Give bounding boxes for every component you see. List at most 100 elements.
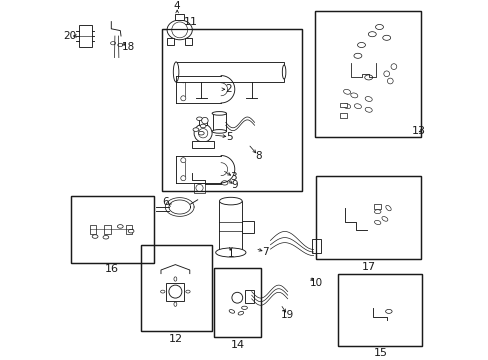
Text: 18: 18 [122,42,135,52]
Circle shape [201,117,208,124]
Ellipse shape [92,235,98,238]
Ellipse shape [196,117,202,121]
Ellipse shape [282,65,285,79]
Text: 10: 10 [309,278,323,288]
Text: 7: 7 [262,247,268,257]
Ellipse shape [367,32,375,37]
Circle shape [194,124,212,142]
Ellipse shape [167,20,192,40]
Ellipse shape [174,302,177,306]
Bar [199,119,206,125]
Ellipse shape [343,89,350,94]
Bar [337,274,421,346]
Ellipse shape [215,248,245,257]
Ellipse shape [374,210,380,213]
Ellipse shape [375,24,383,30]
Bar [337,274,421,346]
Circle shape [390,64,396,69]
Text: 1: 1 [227,249,234,259]
Text: 12: 12 [169,334,183,344]
Ellipse shape [212,112,226,115]
Bar [311,239,320,253]
Bar [219,201,242,252]
Text: 20: 20 [63,31,76,41]
Ellipse shape [238,311,243,315]
Bar [167,38,174,45]
Bar [71,196,153,263]
Ellipse shape [381,216,387,221]
Bar [71,196,153,263]
Ellipse shape [382,35,390,40]
Ellipse shape [128,229,134,233]
Ellipse shape [343,104,350,109]
Bar [176,62,284,82]
Text: 14: 14 [230,339,244,350]
Ellipse shape [185,290,190,293]
Bar [89,225,96,234]
Text: 16: 16 [105,264,119,274]
Text: 6: 6 [162,197,168,207]
Ellipse shape [212,130,226,133]
Ellipse shape [364,75,372,80]
Text: 2: 2 [224,84,231,94]
Bar [141,245,212,331]
Bar [141,245,212,331]
Ellipse shape [385,309,391,313]
Text: 19: 19 [281,310,294,320]
Circle shape [383,71,389,77]
Ellipse shape [374,220,380,225]
Ellipse shape [117,225,123,228]
Ellipse shape [365,107,371,112]
Text: 4: 4 [174,1,180,12]
Ellipse shape [193,128,199,131]
Ellipse shape [365,96,371,102]
Ellipse shape [174,277,177,281]
Ellipse shape [103,235,108,239]
Circle shape [386,78,392,84]
Ellipse shape [198,131,204,135]
Text: 8: 8 [254,150,261,161]
Circle shape [171,22,187,38]
Bar [125,225,132,234]
Bar [185,38,192,45]
Ellipse shape [110,41,115,45]
Bar [192,141,213,148]
Bar [175,14,183,20]
Text: 3: 3 [230,172,237,182]
Bar [162,29,302,191]
Ellipse shape [173,62,179,82]
Bar [244,290,254,303]
Bar [314,11,420,137]
Bar [104,225,110,234]
Circle shape [181,78,185,83]
Bar [242,221,254,233]
Text: 11: 11 [183,17,197,27]
Bar [339,103,346,107]
Ellipse shape [221,181,227,185]
Bar [79,25,92,47]
Text: 5: 5 [225,132,232,142]
Bar [212,113,225,131]
Circle shape [196,184,203,192]
Bar [194,183,204,193]
Text: 9: 9 [231,180,238,190]
Circle shape [198,129,207,138]
Bar [316,176,420,259]
Bar [162,29,302,191]
Circle shape [181,96,185,101]
Text: 15: 15 [373,348,387,358]
Bar [339,113,346,118]
Ellipse shape [350,93,357,98]
Bar [316,176,420,259]
Ellipse shape [241,306,247,310]
Bar [213,268,260,337]
Text: 17: 17 [361,262,375,272]
Bar [166,283,184,301]
Bar [213,268,260,337]
Ellipse shape [357,42,365,48]
Ellipse shape [353,53,361,58]
Ellipse shape [229,310,234,313]
Ellipse shape [385,206,390,211]
Ellipse shape [160,290,164,293]
Ellipse shape [118,43,122,46]
